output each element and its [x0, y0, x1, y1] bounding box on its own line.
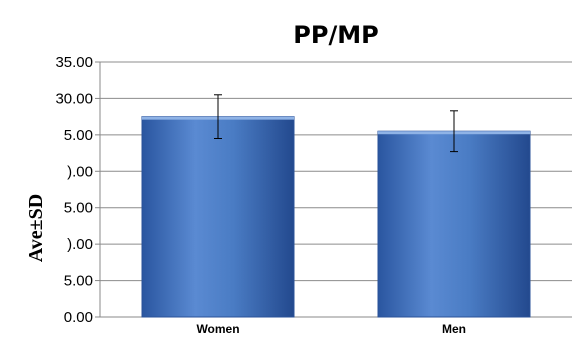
y-axis-ticks: 0.00 5.00 ).00 5.00 ).00 5.00 30.00 35.00	[55, 54, 100, 326]
chart-title: PP/MP	[293, 21, 378, 49]
y-tick-label: ).00	[67, 163, 93, 180]
y-tick-label: 5.00	[64, 200, 93, 217]
bar-men	[377, 130, 531, 318]
y-tick-label: 5.00	[64, 273, 93, 290]
bar-women	[141, 116, 295, 318]
y-axis-label: Ave±SD	[25, 194, 47, 262]
y-tick-label: 0.00	[64, 309, 93, 326]
y-tick-label: 35.00	[55, 54, 93, 71]
category-label-men: Men	[442, 322, 466, 336]
y-tick-label: 30.00	[55, 90, 93, 107]
y-tick-label: ).00	[67, 236, 93, 253]
y-tick-label: 5.00	[64, 127, 93, 144]
x-axis-categories: Women Men	[196, 322, 466, 336]
bars	[141, 94, 531, 318]
category-label-women: Women	[196, 322, 239, 336]
